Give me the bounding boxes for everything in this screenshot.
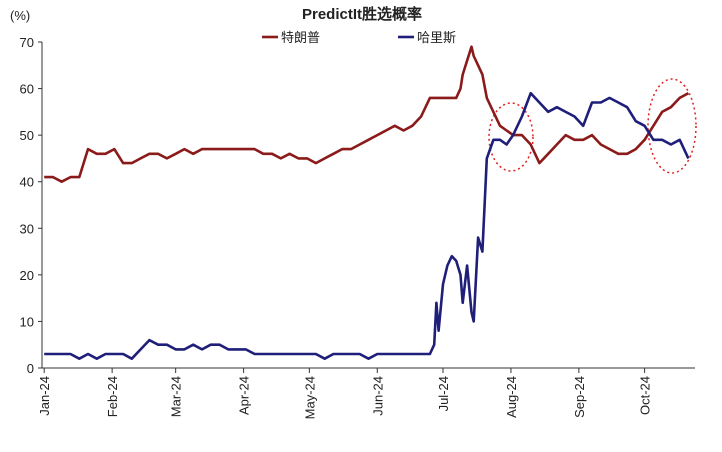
highlight-circle bbox=[647, 78, 697, 174]
x-tick-label: Feb-24 bbox=[105, 376, 120, 417]
y-tick-label: 30 bbox=[20, 221, 34, 236]
y-tick-label: 10 bbox=[20, 314, 34, 329]
x-tick-label: Jul-24 bbox=[436, 376, 451, 411]
x-tick-label: Mar-24 bbox=[169, 376, 184, 417]
x-tick-label: May-24 bbox=[302, 376, 317, 419]
y-tick-label: 50 bbox=[20, 128, 34, 143]
x-tick-label: Jan-24 bbox=[37, 376, 52, 416]
series-line bbox=[44, 45, 690, 183]
legend-label: 哈里斯 bbox=[417, 30, 456, 45]
y-tick-label: 70 bbox=[20, 35, 34, 50]
series-line bbox=[44, 91, 690, 360]
x-tick-label: Oct-24 bbox=[638, 376, 653, 415]
y-tick-label: 20 bbox=[20, 268, 34, 283]
highlight-circle bbox=[488, 102, 534, 172]
x-tick-label: Jun-24 bbox=[370, 376, 385, 416]
y-axis-label: (%) bbox=[10, 8, 30, 23]
y-tick-label: 60 bbox=[20, 82, 34, 97]
legend-label: 特朗普 bbox=[281, 30, 320, 45]
y-tick-label: 40 bbox=[20, 175, 34, 190]
x-tick-label: Apr-24 bbox=[237, 376, 252, 415]
chart-title: PredictIt胜选概率 bbox=[302, 5, 422, 23]
x-tick-label: Aug-24 bbox=[504, 376, 519, 418]
x-tick-label: Sep-24 bbox=[572, 376, 587, 418]
y-tick-label: 0 bbox=[27, 361, 34, 376]
